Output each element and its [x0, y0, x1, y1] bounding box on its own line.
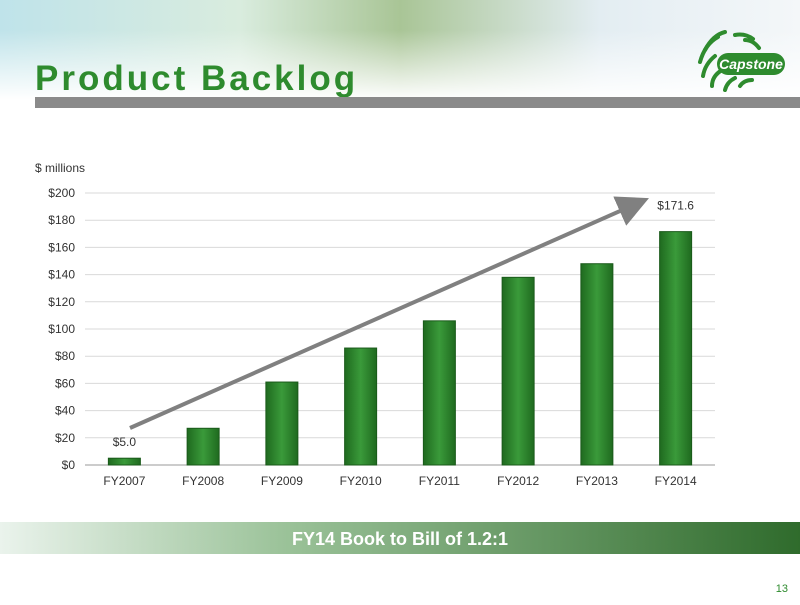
banner [0, 522, 800, 554]
y-tick-label: $120 [48, 295, 75, 309]
value-label: $171.6 [657, 199, 694, 213]
y-tick-label: $40 [55, 404, 75, 418]
y-axis-label: $ millions [35, 161, 85, 175]
logo-text: Capstone [719, 56, 783, 72]
logo-badge [717, 53, 785, 75]
y-tick-label: $200 [48, 186, 75, 200]
x-tick-label: FY2009 [261, 474, 303, 488]
bar [107, 457, 141, 466]
bar [659, 231, 693, 466]
x-tick-label: FY2014 [655, 474, 697, 488]
x-tick-label: FY2010 [340, 474, 382, 488]
bar [344, 347, 378, 466]
title-rule [35, 97, 800, 108]
y-tick-label: $160 [48, 240, 75, 254]
bar [265, 381, 299, 466]
x-tick-label: FY2008 [182, 474, 224, 488]
y-tick-label: $140 [48, 268, 75, 282]
y-tick-label: $100 [48, 322, 75, 336]
x-tick-label: FY2007 [103, 474, 145, 488]
header-fade [0, 30, 800, 100]
y-tick-label: $20 [55, 431, 75, 445]
x-tick-label: FY2012 [497, 474, 539, 488]
plot: $0 $20 $40 $60 $80 $100 $120 $140 $160 $180 $200 FY… [48, 186, 715, 488]
slide-title: Product Backlog [35, 59, 358, 98]
y-tick-label: $80 [55, 349, 75, 363]
y-tick-label: $60 [55, 376, 75, 390]
page-number: 13 [776, 583, 788, 595]
x-tick-label: FY2013 [576, 474, 618, 488]
y-tick-label: $180 [48, 213, 75, 227]
value-label: $5.0 [113, 435, 137, 449]
bar [422, 320, 456, 466]
bar [580, 263, 614, 466]
logo: Capstone [698, 30, 785, 92]
bar [501, 276, 535, 466]
x-tick-label: FY2011 [419, 474, 460, 488]
banner-text: FY14 Book to Bill of 1.2:1 [292, 529, 508, 549]
trend-arrow [129, 196, 649, 430]
y-tick-label: $0 [62, 458, 76, 472]
bar [186, 427, 220, 466]
